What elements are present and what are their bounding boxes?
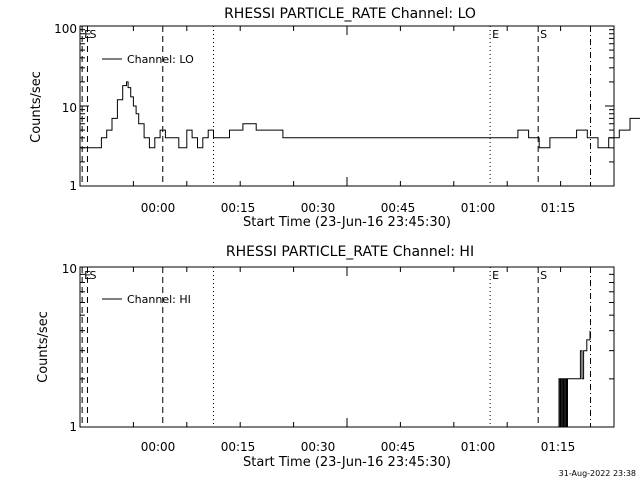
- panel-lo-marker-labels: ES E S: [84, 28, 547, 41]
- panel-hi-x-tick-label: 00:45: [381, 440, 416, 454]
- panel-lo-marker-lines: [81, 26, 592, 186]
- panel-lo-x-tick-label: 00:30: [301, 201, 336, 215]
- panel-lo-marker-label: E: [492, 28, 499, 41]
- panel-lo-y-tick-label-10: 10: [62, 101, 77, 115]
- panel-lo-x-tick-label: 00:00: [141, 201, 176, 215]
- panel-lo-x-tick-label: 00:45: [381, 201, 416, 215]
- panel-lo-y-tick-label-100: 100: [54, 22, 77, 36]
- panel-lo-marker-label: S: [89, 28, 96, 41]
- panel-hi-marker-label: S: [540, 269, 547, 282]
- panel-lo-x-tick-label: 01:00: [461, 201, 496, 215]
- panel-lo-ticks: [79, 25, 615, 187]
- panel-hi-x-tick-label: 00:00: [141, 440, 176, 454]
- panel-hi-x-tick-label: 01:00: [461, 440, 496, 454]
- panel-hi-title: RHESSI PARTICLE_RATE Channel: HI: [226, 244, 474, 260]
- panel-lo-x-axis-label: Start Time (23-Jun-16 23:45:30): [243, 215, 451, 230]
- panel-lo-marker-label: E: [84, 28, 91, 41]
- panel-lo-marker-label: S: [540, 28, 547, 41]
- panel-hi-x-tick-label: 00:30: [301, 440, 336, 454]
- panel-hi-marker-label: E: [492, 269, 499, 282]
- panel-hi-y-tick-label-1: 1: [69, 420, 77, 434]
- panel-lo-x-tick-label: 00:15: [221, 201, 256, 215]
- panel-hi-legend-label: Channel: HI: [127, 293, 191, 306]
- footer-timestamp: 31-Aug-2022 23:38: [559, 469, 636, 478]
- panel-lo-legend: Channel: LO: [102, 53, 194, 66]
- panel-lo-legend-label: Channel: LO: [127, 53, 194, 66]
- panel-lo-series-line: [80, 81, 640, 149]
- panel-hi-series-line: [557, 330, 591, 428]
- panel-lo-y-tick-label-1: 1: [69, 179, 77, 193]
- panel-hi-marker-label: E: [84, 269, 91, 282]
- panel-hi-x-tick-label: 01:15: [541, 440, 576, 454]
- panel-lo-x-tick-label: 01:15: [541, 201, 576, 215]
- panel-hi-y-axis-label: Counts/sec: [36, 311, 51, 383]
- panel-hi: RHESSI PARTICLE_RATE Channel: HI 1 10 00…: [36, 244, 615, 470]
- panel-hi-x-tick-labels: 00:00 00:15 00:30 00:45 01:00 01:15: [141, 440, 576, 454]
- panel-hi-x-tick-label: 00:15: [221, 440, 256, 454]
- panel-lo-title: RHESSI PARTICLE_RATE Channel: LO: [224, 6, 476, 22]
- panel-hi-legend: Channel: HI: [102, 293, 191, 306]
- panel-lo: RHESSI PARTICLE_RATE Channel: LO 1 10 10…: [29, 6, 640, 230]
- panel-lo-x-tick-labels: 00:00 00:15 00:30 00:45 01:00 01:15: [141, 201, 576, 215]
- panel-hi-marker-lines: [81, 267, 592, 427]
- panel-hi-marker-label: S: [89, 269, 96, 282]
- panel-hi-x-axis-label: Start Time (23-Jun-16 23:45:30): [243, 455, 451, 470]
- panel-hi-y-tick-label-10: 10: [62, 262, 77, 276]
- panel-lo-y-axis-label: Counts/sec: [29, 71, 44, 143]
- panel-hi-marker-labels: ES E S: [84, 269, 547, 282]
